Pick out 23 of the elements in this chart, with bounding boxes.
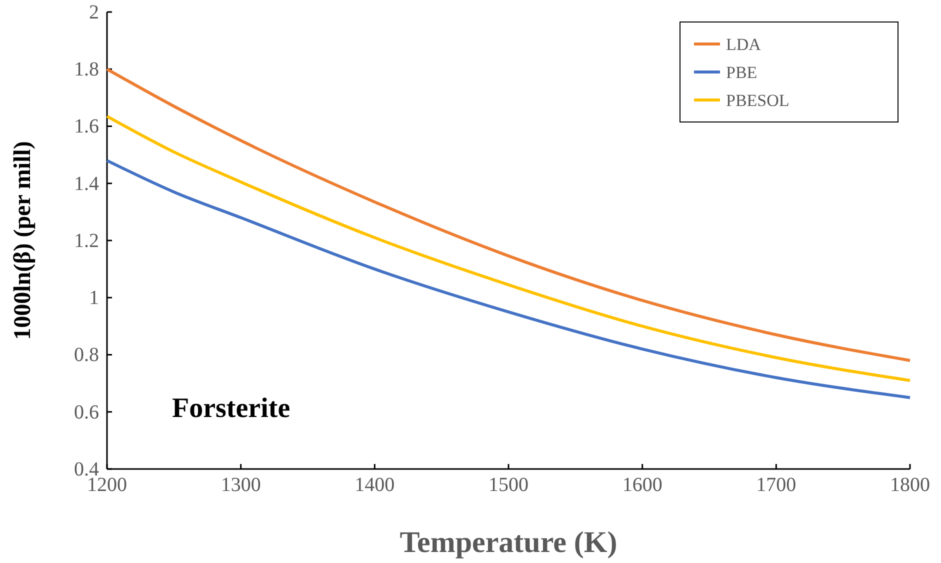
line-series — [106, 159, 912, 400]
x-tick-label: 1600 — [622, 474, 662, 496]
legend-label: PBE — [726, 63, 758, 82]
y-tick-label: 0.6 — [74, 401, 99, 424]
line-series — [106, 68, 912, 362]
x-tick-label: 1700 — [756, 474, 796, 496]
y-tick-label: 1.2 — [74, 230, 99, 252]
x-axis-title: Temperature (K) — [400, 526, 618, 559]
y-tick-label: 2 — [89, 1, 99, 24]
y-axis-title: 1000ln(β) (per mill) — [10, 141, 36, 340]
x-tick-label: 1300 — [220, 474, 261, 496]
x-tick-label: 1500 — [488, 474, 528, 496]
legend-label: PBESOL — [726, 91, 790, 110]
line-series — [106, 114, 912, 382]
y-tick-label: 0.8 — [74, 344, 99, 366]
x-tick-label: 1400 — [354, 474, 395, 496]
annotation: Forsterite — [172, 393, 290, 424]
x-tick-label: 1800 — [890, 474, 930, 496]
y-tick-label: 1 — [89, 287, 99, 310]
legend-label: LDA — [726, 35, 762, 54]
y-tick-label: 1.8 — [74, 58, 99, 81]
y-tick-label: 1.4 — [74, 172, 99, 195]
y-tick-label: 1.6 — [74, 116, 99, 138]
